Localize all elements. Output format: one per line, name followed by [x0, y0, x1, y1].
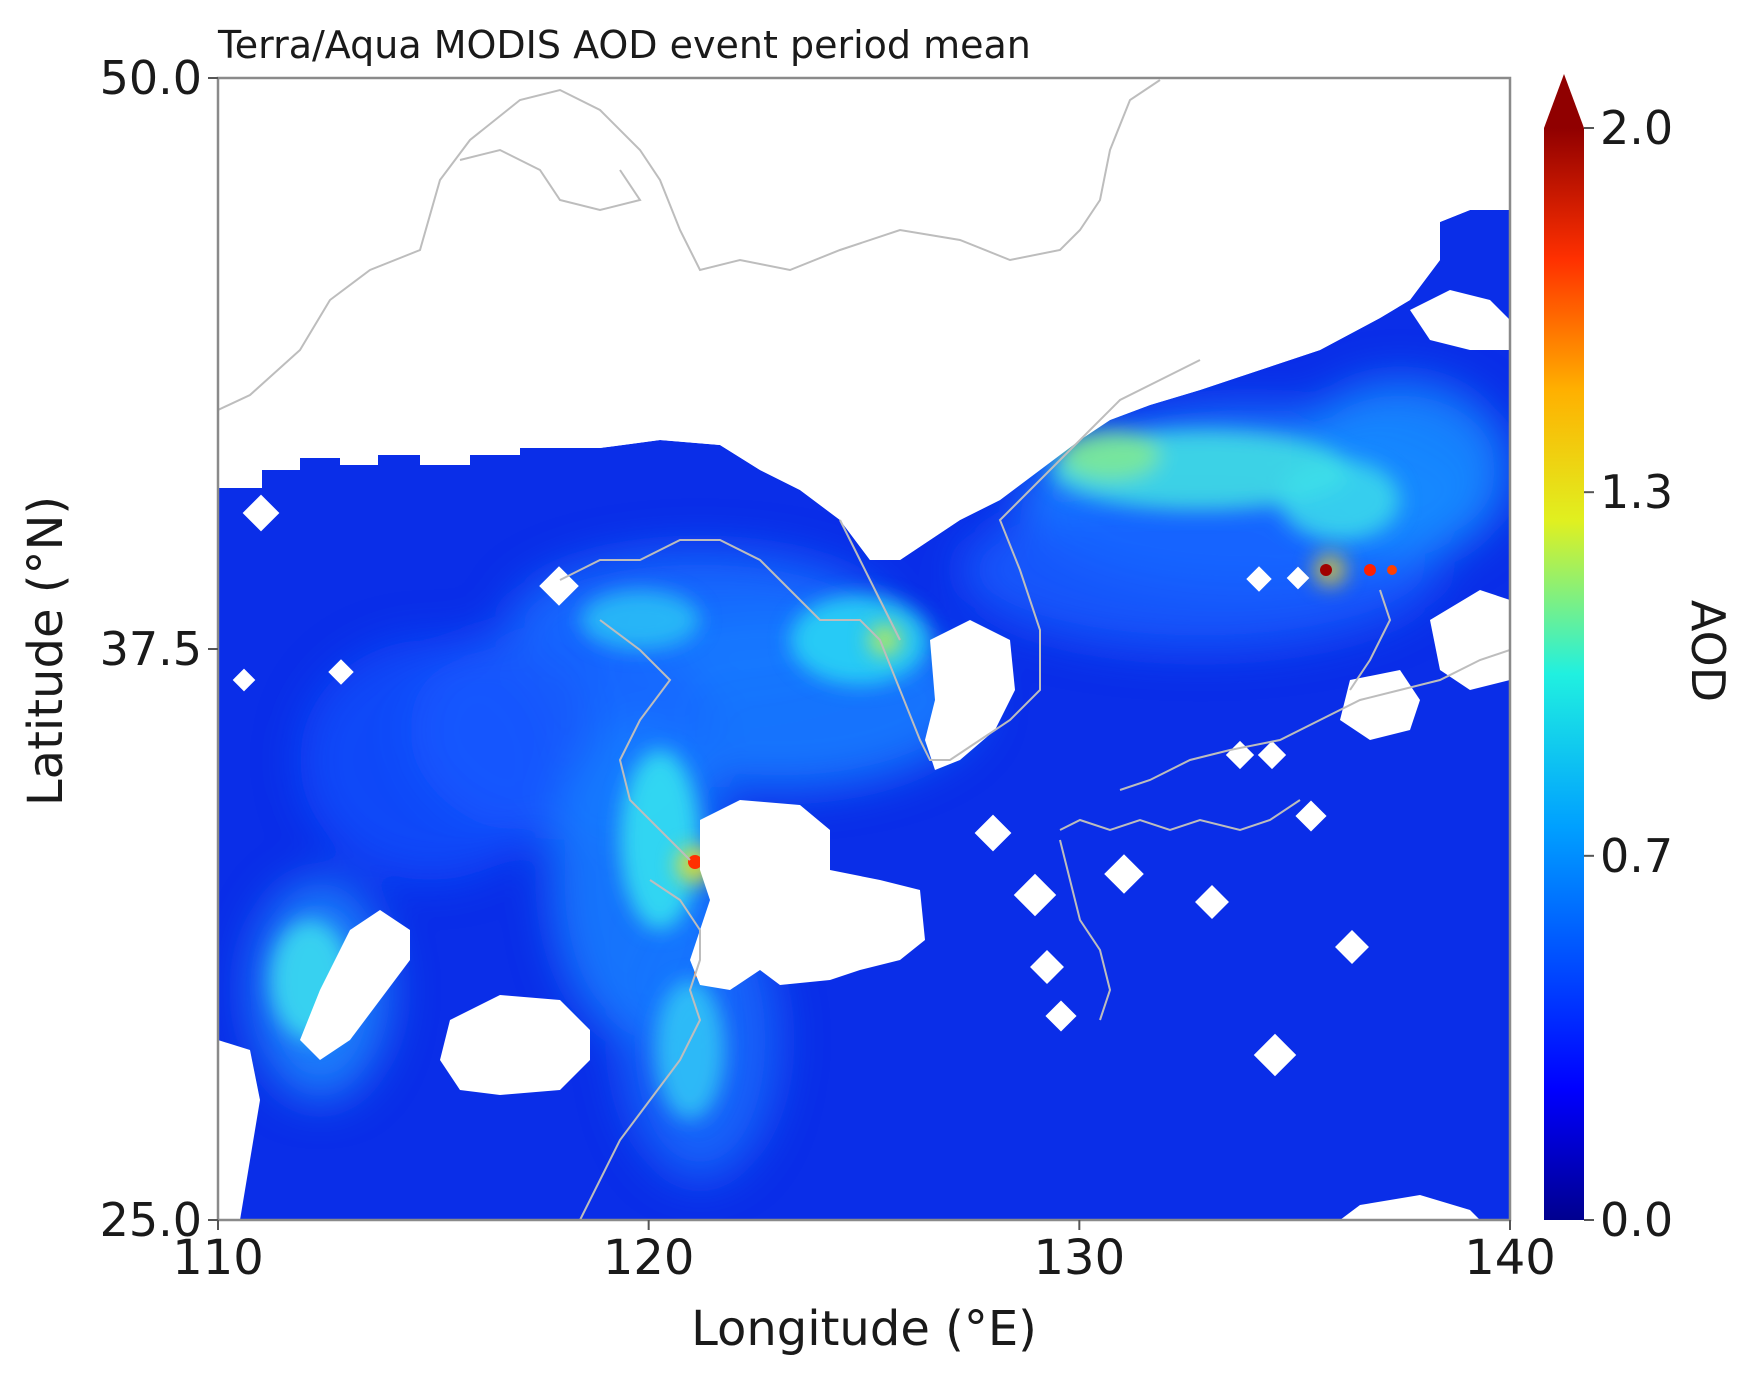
x-tick-label: 110 [172, 1230, 264, 1286]
map-area [218, 78, 1510, 1220]
x-tick-label: 120 [603, 1230, 695, 1286]
aod-hotspots [677, 554, 1397, 978]
hotspot-point [1320, 564, 1332, 576]
x-tick-label: 140 [1464, 1230, 1556, 1286]
y-axis: 25.0 37.5 50.0 [100, 51, 218, 1247]
colorbar-tick-label: 2.0 [1600, 101, 1673, 155]
hotspot-point [1364, 564, 1376, 576]
chart-title: Terra/Aqua MODIS AOD event period mean [217, 23, 1031, 67]
y-tick-label: 25.0 [100, 1193, 202, 1247]
y-axis-label: Latitude (°N) [18, 496, 74, 806]
x-tick-label: 130 [1034, 1230, 1126, 1286]
colorbar-ramp [1544, 128, 1584, 1220]
hotspot-point [688, 855, 702, 869]
coastlines [218, 79, 1510, 1220]
aod-elevated-layer [270, 430, 1400, 1120]
x-axis: 110 120 130 140 [172, 1220, 1556, 1286]
hotspot-point [1387, 565, 1397, 575]
colorbar-tick-label: 0.0 [1600, 1193, 1673, 1247]
colorbar-extend-arrow [1544, 74, 1584, 128]
colorbar-tick-label: 0.7 [1600, 829, 1673, 883]
colorbar: 0.0 0.7 1.3 2.0 AOD [1544, 74, 1735, 1247]
y-tick-label: 37.5 [100, 622, 202, 676]
y-tick-label: 50.0 [100, 51, 202, 105]
colorbar-tick-label: 1.3 [1600, 465, 1673, 519]
colorbar-label: AOD [1681, 600, 1735, 702]
x-axis-label: Longitude (°E) [691, 1301, 1037, 1357]
missing-data-patches [218, 78, 1510, 1220]
